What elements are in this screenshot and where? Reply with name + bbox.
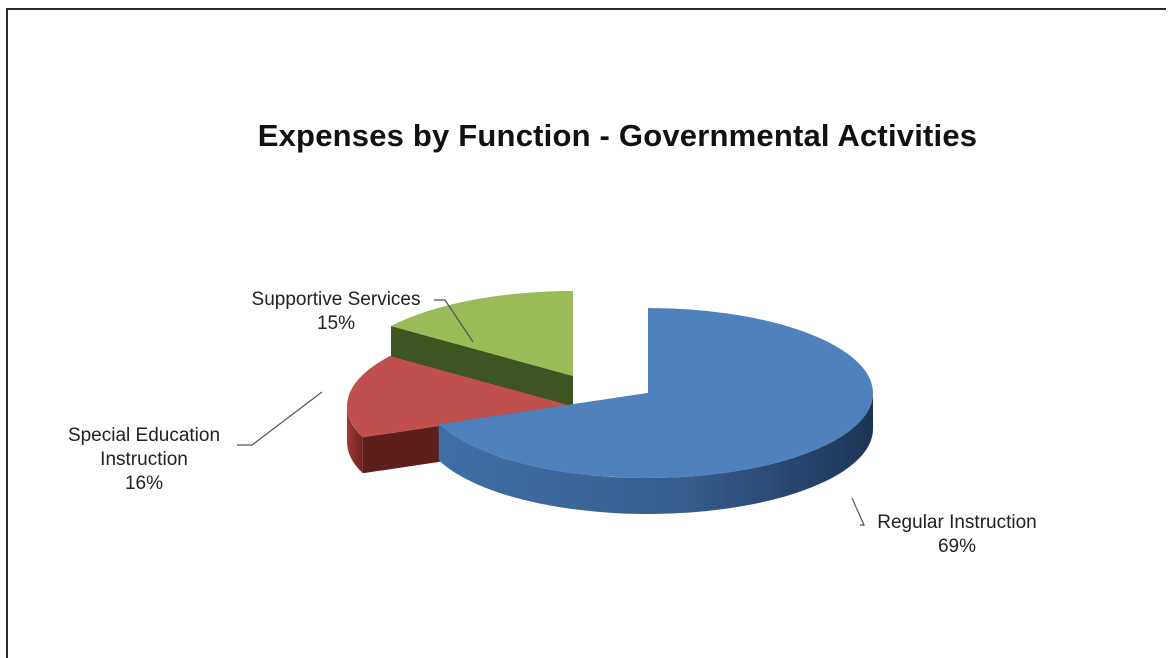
- slice-top: [390, 291, 573, 376]
- leader-line: [237, 391, 323, 446]
- slice-top: [347, 356, 572, 438]
- slice-wall: [390, 326, 573, 412]
- data-label: Regular Instruction 69%: [877, 512, 1036, 557]
- slice-top: [438, 308, 873, 478]
- chart-frame: [6, 8, 1166, 658]
- slice-side: [347, 406, 363, 474]
- pie-slice-supportive-services: [390, 291, 573, 412]
- leader-line: [434, 299, 474, 343]
- data-label: Special Education Instruction 16%: [68, 425, 220, 494]
- chart-title: Expenses by Function - Governmental Acti…: [257, 118, 978, 153]
- data-label: Supportive Services 15%: [252, 289, 421, 334]
- leader-line: [851, 497, 865, 526]
- slice-side: [438, 393, 873, 515]
- pie-slice-regular-instruction: [438, 308, 873, 515]
